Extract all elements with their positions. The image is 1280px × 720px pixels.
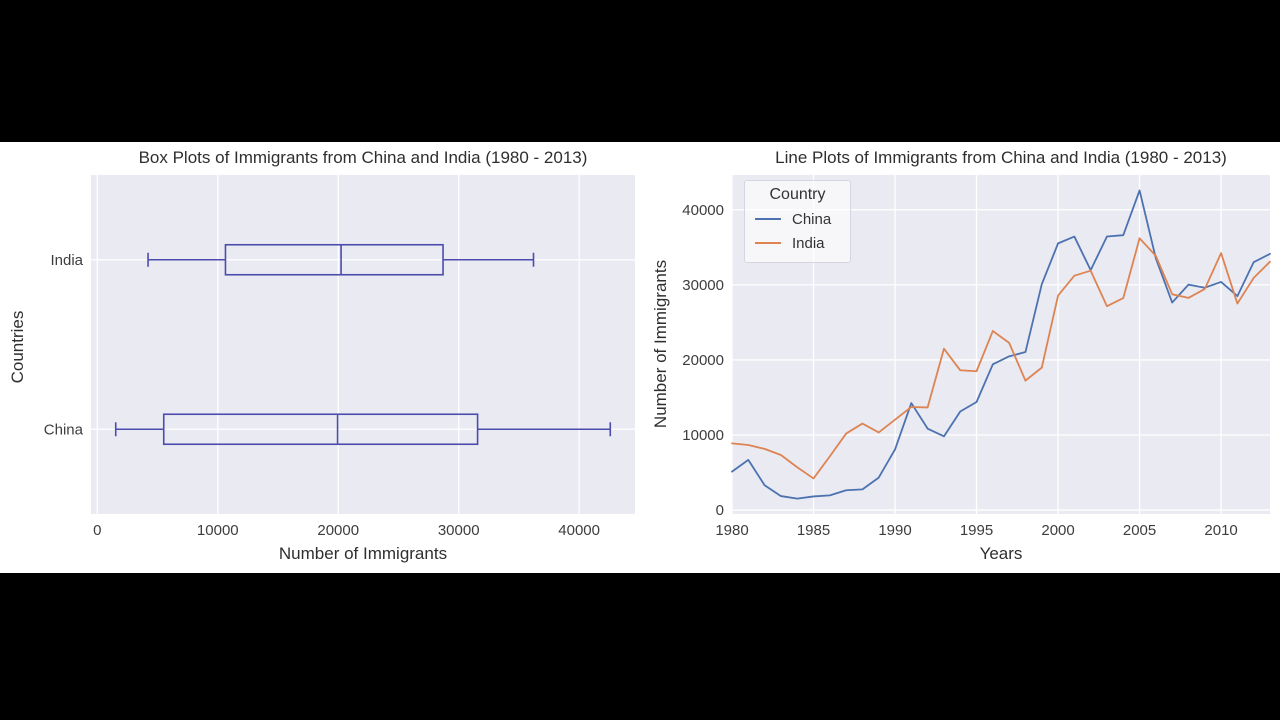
legend-line-swatch-china xyxy=(755,218,781,220)
y-tick-label: 0 xyxy=(716,502,724,519)
x-tick-label: 40000 xyxy=(558,522,600,539)
x-tick-label: 1995 xyxy=(960,522,993,539)
y-tick-label: 20000 xyxy=(682,352,724,369)
x-tick-label: 1985 xyxy=(797,522,830,539)
iqr-box xyxy=(162,413,479,446)
legend-line-swatch-india xyxy=(755,242,781,244)
line-plot-xlabel: Years xyxy=(979,544,1023,563)
y-tick-label: China xyxy=(44,421,84,438)
series-line-india xyxy=(731,237,1271,480)
legend: Country China India xyxy=(744,180,851,263)
letterbox-top xyxy=(0,0,1280,142)
series-line-china xyxy=(731,189,1271,500)
x-tick-label: 1980 xyxy=(715,522,748,539)
iqr-box xyxy=(224,243,444,276)
legend-entry-china: China xyxy=(751,207,844,231)
box-china xyxy=(114,413,612,446)
x-tick-label: 20000 xyxy=(317,522,359,539)
legend-label-china: China xyxy=(792,210,832,228)
x-tick-label: 10000 xyxy=(197,522,239,539)
axes-background xyxy=(91,175,635,514)
box-plot-title: Box Plots of Immigrants from China and I… xyxy=(138,148,588,167)
x-tick-label: 0 xyxy=(93,522,101,539)
line-plot-ylabel: Number of Immigrants xyxy=(651,259,670,429)
line-plot-title: Line Plots of Immigrants from China and … xyxy=(775,148,1227,167)
box-india xyxy=(147,243,535,276)
legend-entry-india: India xyxy=(751,231,844,255)
y-tick-label: 40000 xyxy=(682,202,724,219)
x-tick-label: 2000 xyxy=(1041,522,1074,539)
x-tick-label: 1990 xyxy=(878,522,911,539)
y-tick-label: India xyxy=(50,252,83,269)
x-tick-label: 2005 xyxy=(1123,522,1156,539)
legend-title: Country xyxy=(769,186,826,203)
box-plot-xlabel: Number of Immigrants xyxy=(278,544,448,563)
legend-label-india: India xyxy=(792,234,825,252)
x-tick-label: 2010 xyxy=(1204,522,1237,539)
box-plot-ylabel: Countries xyxy=(8,310,27,384)
x-tick-label: 30000 xyxy=(438,522,480,539)
y-tick-label: 10000 xyxy=(682,427,724,444)
letterbox-bottom xyxy=(0,573,1280,720)
figure-canvas: 0 10000 20000 30000 40000 China India 1980 1985… xyxy=(0,142,1280,573)
y-tick-label: 30000 xyxy=(682,277,724,294)
box-plot-svg: 0 10000 20000 30000 40000 China India xyxy=(44,175,635,539)
